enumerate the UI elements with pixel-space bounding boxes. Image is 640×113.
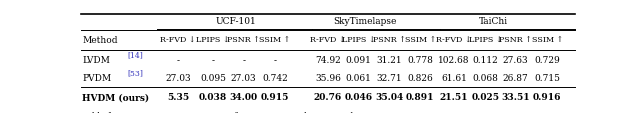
Text: 0.826: 0.826 [408,73,433,82]
Text: 27.03: 27.03 [165,73,191,82]
Text: 33.51: 33.51 [501,93,530,102]
Text: [53]: [53] [127,69,143,77]
Text: [14]: [14] [127,51,143,58]
Text: LVDM: LVDM [83,55,110,64]
Text: 0.778: 0.778 [407,55,433,64]
Text: 0.891: 0.891 [406,93,435,102]
Text: 35.04: 35.04 [376,93,404,102]
Text: 74.92: 74.92 [315,55,341,64]
Text: -: - [211,55,214,64]
Text: 34.00: 34.00 [230,93,258,102]
Text: 26.87: 26.87 [502,73,529,82]
Text: 35.96: 35.96 [315,73,341,82]
Text: -: - [242,55,245,64]
Text: 27.63: 27.63 [502,55,528,64]
Text: 0.095: 0.095 [200,73,226,82]
Text: 5.35: 5.35 [167,93,189,102]
Text: HVDM (ours): HVDM (ours) [83,93,150,102]
Text: 32.71: 32.71 [377,73,403,82]
Text: Table 1: Quantitative comparisons of generation quality. Our video generation: Table 1: Quantitative comparisons of gen… [83,111,412,113]
Text: SSIM ↑: SSIM ↑ [404,36,436,44]
Text: 0.916: 0.916 [533,93,561,102]
Text: 102.68: 102.68 [438,55,470,64]
Text: LPIPS ↓: LPIPS ↓ [342,36,376,44]
Text: 0.112: 0.112 [473,55,499,64]
Text: 0.715: 0.715 [534,73,560,82]
Text: PVDM: PVDM [83,73,111,82]
Text: 61.61: 61.61 [441,73,467,82]
Text: -: - [177,55,180,64]
Text: 0.061: 0.061 [346,73,372,82]
Text: R-FVD ↓: R-FVD ↓ [436,36,472,44]
Text: 31.21: 31.21 [377,55,403,64]
Text: PSNR ↑: PSNR ↑ [373,36,406,44]
Text: 0.915: 0.915 [260,93,289,102]
Text: 21.51: 21.51 [440,93,468,102]
Text: TaiChi: TaiChi [479,16,508,25]
Text: 0.742: 0.742 [262,73,288,82]
Text: R-FVD ↓: R-FVD ↓ [161,36,196,44]
Text: 0.046: 0.046 [345,93,373,102]
Text: PSNR ↑: PSNR ↑ [499,36,532,44]
Text: SkyTimelapse: SkyTimelapse [333,16,397,25]
Text: 27.03: 27.03 [231,73,257,82]
Text: PSNR ↑: PSNR ↑ [227,36,260,44]
Text: SSIM ↑: SSIM ↑ [532,36,563,44]
Text: 20.76: 20.76 [314,93,342,102]
Text: LPIPS ↓: LPIPS ↓ [469,36,502,44]
Text: 0.038: 0.038 [199,93,227,102]
Text: 0.068: 0.068 [473,73,499,82]
Text: 0.729: 0.729 [534,55,560,64]
Text: -: - [273,55,276,64]
Text: UCF-101: UCF-101 [216,16,257,25]
Text: SSIM ↑: SSIM ↑ [259,36,291,44]
Text: Method: Method [83,35,118,44]
Text: 0.091: 0.091 [346,55,372,64]
Text: LPIPS ↓: LPIPS ↓ [196,36,230,44]
Text: R-FVD ↓: R-FVD ↓ [310,36,346,44]
Text: 0.025: 0.025 [472,93,500,102]
